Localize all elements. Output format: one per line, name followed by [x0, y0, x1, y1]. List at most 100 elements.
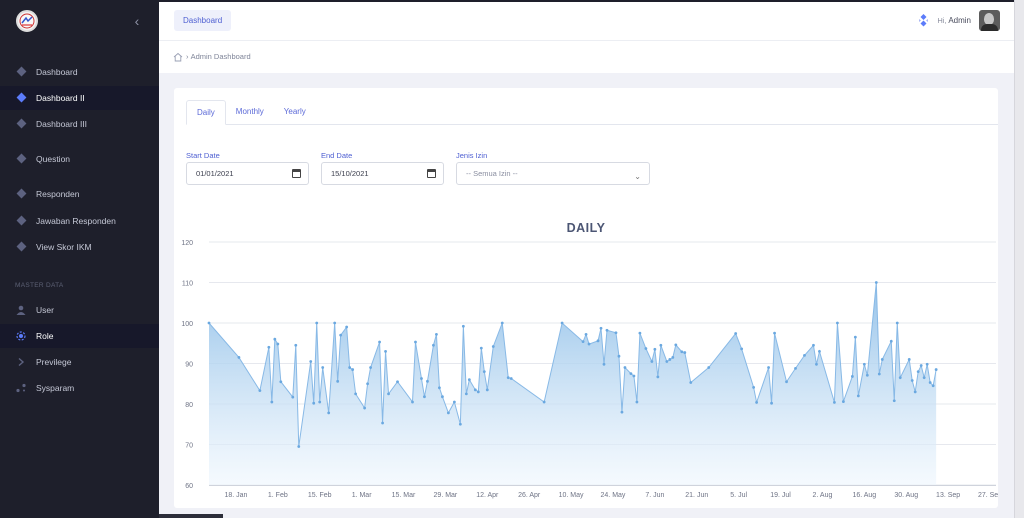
data-point[interactable]: [680, 350, 684, 354]
data-point[interactable]: [635, 400, 639, 404]
data-point[interactable]: [581, 340, 585, 344]
data-point[interactable]: [506, 376, 510, 380]
data-point[interactable]: [644, 347, 648, 350]
data-point[interactable]: [458, 422, 462, 426]
data-point[interactable]: [237, 356, 241, 359]
data-point[interactable]: [396, 380, 399, 384]
data-point[interactable]: [683, 351, 687, 354]
data-point[interactable]: [509, 377, 513, 380]
data-point[interactable]: [767, 366, 770, 369]
data-point[interactable]: [856, 394, 860, 398]
sidebar-item-dashboard[interactable]: Dashboard: [0, 60, 159, 84]
data-point[interactable]: [500, 321, 504, 325]
data-point[interactable]: [853, 335, 857, 339]
app-logo[interactable]: [16, 10, 38, 32]
data-point[interactable]: [605, 328, 609, 332]
sidebar-item-dashboard-ii[interactable]: Dashboard II: [0, 86, 159, 110]
data-point[interactable]: [596, 339, 600, 343]
sidebar-item-role[interactable]: Role: [0, 324, 159, 348]
data-point[interactable]: [803, 354, 806, 357]
data-point[interactable]: [599, 326, 603, 330]
tab-yearly[interactable]: Yearly: [283, 107, 306, 116]
data-point[interactable]: [258, 389, 262, 393]
data-point[interactable]: [378, 340, 381, 344]
data-point[interactable]: [438, 386, 441, 390]
data-point[interactable]: [907, 358, 911, 361]
data-point[interactable]: [473, 388, 477, 392]
data-point[interactable]: [354, 392, 358, 396]
diamond-stack-icon[interactable]: [918, 14, 929, 27]
data-point[interactable]: [279, 380, 283, 384]
data-point[interactable]: [336, 379, 340, 383]
data-point[interactable]: [387, 392, 390, 396]
data-point[interactable]: [659, 343, 663, 347]
sidebar-item-previlege[interactable]: Previlege: [0, 350, 159, 374]
data-point[interactable]: [476, 390, 480, 394]
data-point[interactable]: [464, 392, 468, 396]
data-point[interactable]: [384, 349, 387, 353]
data-point[interactable]: [318, 400, 322, 404]
data-point[interactable]: [794, 366, 797, 370]
data-point[interactable]: [874, 281, 878, 284]
data-point[interactable]: [862, 362, 866, 366]
data-point[interactable]: [850, 375, 854, 378]
data-point[interactable]: [351, 368, 355, 371]
data-point[interactable]: [369, 366, 372, 369]
data-point[interactable]: [892, 399, 896, 403]
data-point[interactable]: [928, 381, 932, 384]
data-point[interactable]: [207, 321, 211, 325]
home-icon[interactable]: [173, 52, 183, 62]
data-point[interactable]: [836, 321, 839, 325]
data-point[interactable]: [922, 376, 926, 380]
data-point[interactable]: [752, 385, 756, 389]
header-dashboard-tab[interactable]: Dashboard: [174, 10, 232, 31]
data-point[interactable]: [877, 372, 881, 376]
end-date-field[interactable]: 15/10/2021: [321, 162, 444, 185]
sidebar-item-responden[interactable]: Responden: [0, 182, 159, 206]
data-point[interactable]: [291, 395, 295, 399]
data-point[interactable]: [916, 370, 920, 373]
data-point[interactable]: [420, 377, 423, 380]
data-point[interactable]: [312, 401, 316, 405]
data-point[interactable]: [560, 321, 564, 325]
sidebar-item-dashboard-iii[interactable]: Dashboard III: [0, 112, 159, 136]
data-point[interactable]: [770, 401, 773, 405]
data-point[interactable]: [441, 395, 444, 399]
data-point[interactable]: [889, 339, 893, 343]
data-point[interactable]: [617, 354, 621, 358]
data-point[interactable]: [345, 325, 349, 329]
collapse-sidebar-icon[interactable]: ‹: [134, 13, 140, 29]
data-point[interactable]: [740, 347, 744, 351]
data-point[interactable]: [339, 333, 343, 337]
sidebar-item-jawaban-responden[interactable]: Jawaban Responden: [0, 209, 159, 233]
data-point[interactable]: [467, 378, 471, 382]
data-point[interactable]: [785, 380, 788, 384]
data-point[interactable]: [366, 382, 369, 386]
jenis-izin-select[interactable]: -- Semua Izin -- ⌄: [456, 162, 650, 185]
data-point[interactable]: [833, 400, 836, 404]
data-point[interactable]: [602, 362, 606, 366]
data-point[interactable]: [426, 379, 429, 383]
data-point[interactable]: [629, 372, 633, 376]
data-point[interactable]: [614, 331, 618, 335]
data-point[interactable]: [656, 375, 660, 379]
data-point[interactable]: [333, 321, 337, 325]
data-point[interactable]: [309, 360, 313, 363]
sidebar-item-sysparam[interactable]: Sysparam: [0, 376, 159, 400]
data-point[interactable]: [880, 358, 884, 361]
data-point[interactable]: [381, 421, 384, 425]
user-avatar[interactable]: [979, 10, 1000, 31]
data-point[interactable]: [623, 366, 627, 369]
calendar-icon[interactable]: [427, 169, 436, 178]
data-point[interactable]: [584, 332, 588, 336]
sidebar-item-question[interactable]: Question: [0, 147, 159, 171]
data-point[interactable]: [411, 400, 414, 404]
data-point[interactable]: [773, 331, 776, 335]
data-point[interactable]: [898, 376, 902, 380]
data-point[interactable]: [273, 337, 277, 341]
data-point[interactable]: [671, 356, 675, 359]
data-point[interactable]: [734, 332, 738, 335]
data-point[interactable]: [632, 374, 636, 378]
data-point[interactable]: [491, 345, 495, 348]
data-point[interactable]: [542, 400, 546, 404]
